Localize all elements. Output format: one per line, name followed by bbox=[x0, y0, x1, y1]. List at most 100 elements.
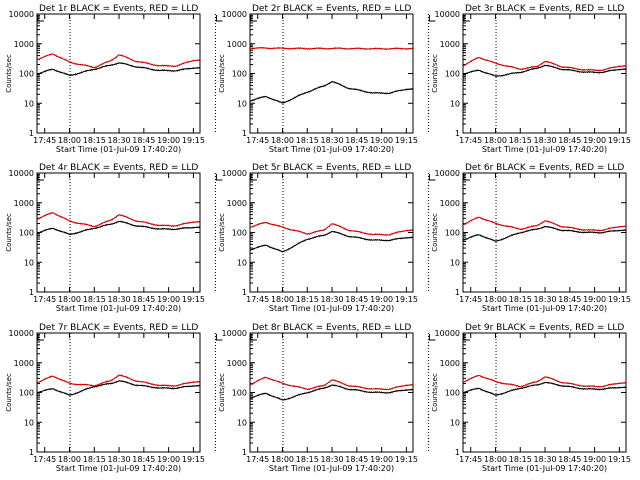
x-axis-label: Start Time (01-Jul-09 17:40:20) bbox=[56, 145, 181, 154]
x-tick-label: 18:15 bbox=[83, 295, 106, 304]
y-tick-label: 10 bbox=[237, 258, 247, 267]
y-tick-label: 10000 bbox=[222, 329, 247, 338]
x-tick-label: 19:00 bbox=[583, 455, 606, 464]
x-tick-label: 18:00 bbox=[271, 455, 294, 464]
y-tick-label: 10 bbox=[450, 418, 460, 427]
x-tick-label: 18:00 bbox=[58, 136, 81, 145]
x-tick-label: 18:30 bbox=[321, 295, 344, 304]
panel-3: Det 3r BLACK = Events, RED = LLD 1 10 100 10… bbox=[431, 4, 631, 154]
x-tick-label: 18:45 bbox=[345, 455, 368, 464]
x-tick-label: 19:00 bbox=[583, 136, 606, 145]
panel-title: Det 4r BLACK = Events, RED = LLD bbox=[39, 163, 198, 173]
x-tick-label: 19:15 bbox=[182, 136, 205, 145]
x-tick-label: 19:15 bbox=[395, 295, 418, 304]
plot-frame bbox=[36, 172, 201, 293]
lld-series-line bbox=[36, 53, 201, 69]
x-tick-label: 17:45 bbox=[246, 136, 269, 145]
x-tick-label: 19:15 bbox=[608, 455, 631, 464]
y-axis-label: Counts/sec bbox=[5, 373, 13, 412]
y-tick-label: 1000 bbox=[440, 359, 460, 368]
panel-5: Det 5r BLACK = Events, RED = LLD 1 10 100 10… bbox=[218, 163, 436, 313]
corner-marker bbox=[463, 174, 470, 181]
y-axis-label: Counts/sec bbox=[431, 373, 439, 412]
x-tick-label: 17:45 bbox=[33, 136, 56, 145]
y-tick-label: 10 bbox=[24, 99, 34, 108]
lld-series-line bbox=[249, 46, 414, 51]
x-tick-label: 18:15 bbox=[509, 295, 532, 304]
x-tick-label: 17:45 bbox=[459, 136, 482, 145]
y-tick-label: 1 bbox=[455, 448, 460, 457]
x-tick-label: 19:00 bbox=[583, 295, 606, 304]
panel-title: Det 9r BLACK = Events, RED = LLD bbox=[465, 323, 624, 333]
plot-frame bbox=[36, 13, 201, 134]
y-tick-label: 1 bbox=[242, 448, 247, 457]
x-tick-label: 18:30 bbox=[108, 295, 131, 304]
corner-marker bbox=[37, 334, 44, 341]
y-tick-label: 1 bbox=[455, 129, 460, 138]
y-tick-label: 1000 bbox=[14, 199, 34, 208]
x-tick-label: 19:15 bbox=[182, 455, 205, 464]
lld-series-line bbox=[462, 216, 627, 232]
y-tick-label: 1 bbox=[29, 129, 34, 138]
panel-title: Det 3r BLACK = Events, RED = LLD bbox=[465, 4, 624, 14]
events-series-line bbox=[462, 225, 627, 242]
x-tick-label: 19:15 bbox=[608, 136, 631, 145]
y-tick-label: 10000 bbox=[222, 10, 247, 19]
y-tick-label: 10 bbox=[24, 418, 34, 427]
panel-title: Det 6r BLACK = Events, RED = LLD bbox=[465, 163, 624, 173]
events-series-line bbox=[462, 64, 627, 78]
x-tick-label: 18:30 bbox=[108, 455, 131, 464]
x-tick-label: 17:45 bbox=[246, 295, 269, 304]
y-tick-label: 1 bbox=[242, 288, 247, 297]
events-series-line bbox=[36, 62, 201, 77]
x-tick-label: 18:00 bbox=[58, 455, 81, 464]
lld-series-line bbox=[36, 374, 201, 388]
panel-7: Det 7r BLACK = Events, RED = LLD 1 10 100 10… bbox=[5, 323, 223, 473]
corner-marker bbox=[428, 174, 436, 181]
y-tick-label: 10000 bbox=[222, 169, 247, 178]
panel-title: Det 8r BLACK = Events, RED = LLD bbox=[252, 323, 411, 333]
x-axis-label: Start Time (01-Jul-09 17:40:20) bbox=[482, 304, 607, 313]
y-axis-label: Counts/sec bbox=[5, 213, 13, 252]
panel-4: Det 4r BLACK = Events, RED = LLD 1 10 100 10… bbox=[5, 163, 223, 313]
y-axis-label: Counts/sec bbox=[431, 54, 439, 93]
x-tick-label: 18:00 bbox=[484, 136, 507, 145]
corner-marker bbox=[428, 334, 436, 341]
events-series-line bbox=[36, 220, 201, 236]
x-tick-label: 17:45 bbox=[459, 295, 482, 304]
x-axis-label: Start Time (01-Jul-09 17:40:20) bbox=[482, 145, 607, 154]
y-tick-label: 100 bbox=[232, 229, 247, 238]
x-axis-label: Start Time (01-Jul-09 17:40:20) bbox=[56, 304, 181, 313]
x-tick-label: 19:00 bbox=[157, 295, 180, 304]
x-tick-label: 18:45 bbox=[558, 295, 581, 304]
x-axis-label: Start Time (01-Jul-09 17:40:20) bbox=[269, 464, 394, 473]
y-tick-label: 10000 bbox=[9, 10, 34, 19]
panel-1: Det 1r BLACK = Events, RED = LLD 1 10 100 10… bbox=[5, 4, 223, 154]
y-tick-label: 1000 bbox=[227, 359, 247, 368]
events-series-line bbox=[249, 230, 414, 253]
x-tick-label: 18:45 bbox=[345, 136, 368, 145]
events-series-line bbox=[249, 384, 414, 401]
x-axis-label: Start Time (01-Jul-09 17:40:20) bbox=[269, 304, 394, 313]
corner-marker bbox=[463, 334, 470, 341]
x-tick-label: 18:15 bbox=[296, 136, 319, 145]
events-series-line bbox=[249, 81, 414, 104]
corner-marker bbox=[428, 15, 436, 22]
x-tick-label: 18:30 bbox=[321, 455, 344, 464]
y-tick-label: 1 bbox=[29, 448, 34, 457]
y-tick-label: 10 bbox=[237, 418, 247, 427]
corner-marker bbox=[37, 174, 44, 181]
x-tick-label: 19:00 bbox=[157, 455, 180, 464]
x-axis-label: Start Time (01-Jul-09 17:40:20) bbox=[56, 464, 181, 473]
lld-series-line bbox=[249, 376, 414, 391]
x-tick-label: 18:45 bbox=[132, 455, 155, 464]
y-tick-label: 10000 bbox=[9, 329, 34, 338]
corner-marker bbox=[215, 174, 223, 181]
x-tick-label: 17:45 bbox=[246, 455, 269, 464]
y-tick-label: 100 bbox=[232, 70, 247, 79]
y-tick-label: 1000 bbox=[227, 40, 247, 49]
corner-marker bbox=[250, 15, 257, 22]
x-tick-label: 17:45 bbox=[33, 455, 56, 464]
x-tick-label: 17:45 bbox=[459, 455, 482, 464]
x-tick-label: 18:00 bbox=[484, 295, 507, 304]
